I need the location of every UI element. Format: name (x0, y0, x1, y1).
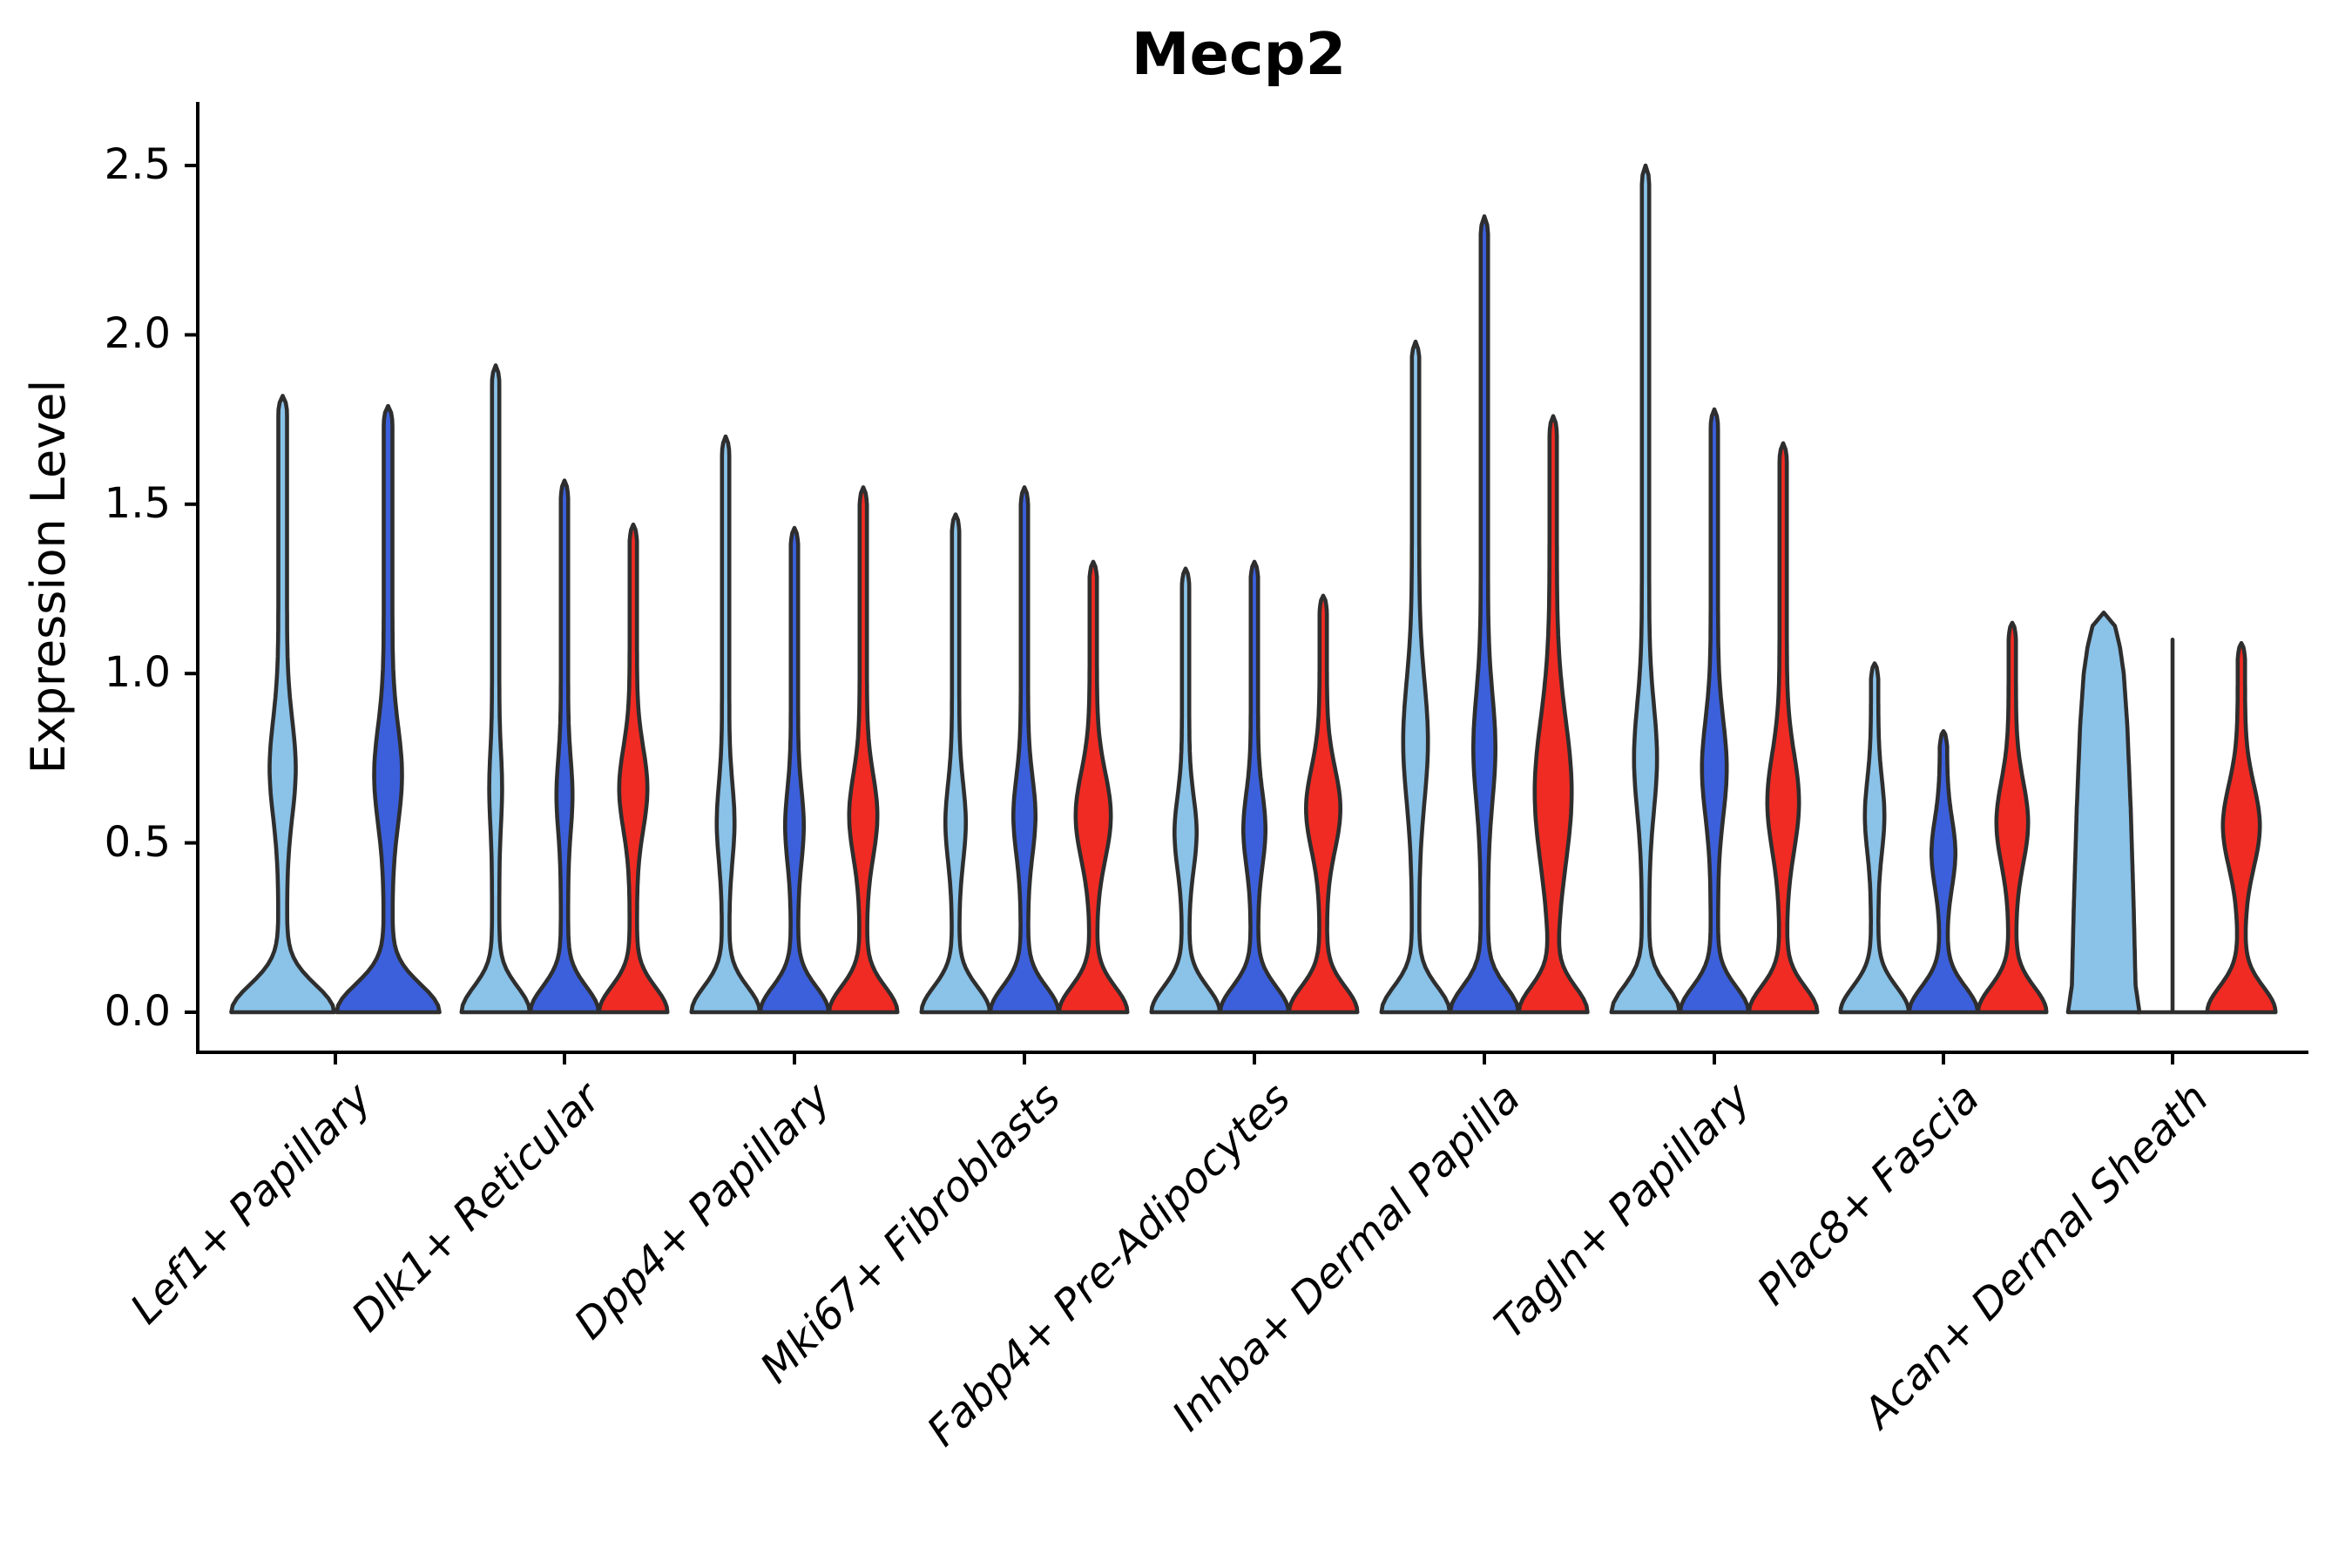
violin-2-dark_blue (528, 478, 601, 1015)
violin-8-light_blue (1838, 661, 1911, 1015)
violin-5-red (1287, 593, 1360, 1015)
chart-title: Mecp2 (1131, 20, 1347, 88)
violin-6-dark_blue (1448, 214, 1521, 1015)
violin-9-dark_blue (2135, 638, 2210, 1015)
violin-2-red (597, 522, 670, 1015)
violin-7-red (1747, 441, 1820, 1015)
violin-2-light_blue (459, 363, 532, 1015)
violin-5-light_blue (1149, 566, 1222, 1015)
axis-spines (196, 102, 2308, 1054)
violin-3-dark_blue (758, 525, 831, 1015)
violin-8-dark_blue (1907, 729, 1980, 1015)
violin-4-dark_blue (988, 485, 1061, 1015)
violin-9-red (2205, 640, 2278, 1015)
violin-4-red (1057, 559, 1130, 1015)
violin-7-light_blue (1609, 163, 1682, 1015)
violin-9-light_blue (2065, 610, 2142, 1015)
violin-7-dark_blue (1678, 407, 1751, 1015)
y-tick-label: 2.0 (104, 309, 171, 359)
y-tick-label: 2.5 (104, 140, 171, 190)
y-tick-label: 0.0 (104, 987, 171, 1037)
violin-6-red (1517, 414, 1590, 1015)
violin-6-light_blue (1379, 339, 1452, 1015)
violin-8-red (1976, 620, 2049, 1015)
y-tick-label: 1.0 (104, 648, 171, 698)
y-tick-label: 0.5 (104, 817, 171, 867)
violin-3-light_blue (689, 434, 762, 1015)
y-axis-label: Expression Level (21, 379, 76, 774)
y-tick-label: 1.5 (104, 478, 171, 528)
violin-4-light_blue (919, 512, 992, 1015)
violin-1-dark_blue (335, 403, 442, 1015)
violin-3-red (827, 485, 900, 1015)
violin-5-dark_blue (1218, 559, 1291, 1015)
violin-1-light_blue (229, 394, 336, 1015)
